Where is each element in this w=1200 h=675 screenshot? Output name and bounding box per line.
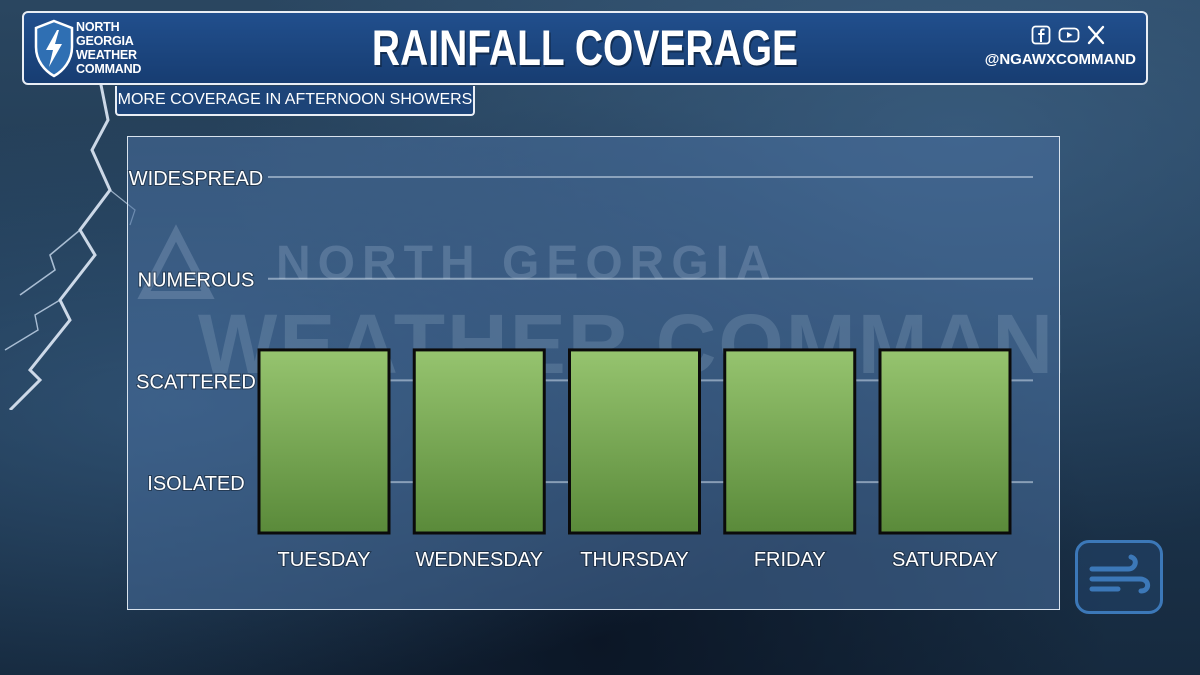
x-tick-label-tuesday: TUESDAY	[278, 549, 371, 571]
x-tick-label-friday: FRIDAY	[754, 549, 826, 571]
brand-logo: NORTH GEORGIA WEATHER COMMAND	[30, 16, 160, 82]
bar-saturday	[878, 348, 1012, 535]
facebook-icon[interactable]	[1031, 25, 1051, 45]
y-level-label-widespread: WIDESPREAD	[129, 168, 263, 190]
bar-chart: ISOLATED SCATTERED NUMEROUS WIDESPREAD TUESD…	[128, 167, 1033, 572]
social-handle[interactable]: @NGAWXCOMMAND	[984, 51, 1136, 68]
lightning-shield-icon	[34, 19, 74, 78]
x-icon[interactable]	[1086, 25, 1106, 45]
logo-text-line-3: WEATHER	[76, 48, 137, 62]
x-tick-label-wednesday: WEDNESDAY	[416, 549, 543, 571]
social-links: @NGAWXCOMMAND	[984, 23, 1136, 77]
bar-friday	[723, 348, 857, 535]
logo-text-line-4: COMMAND	[76, 62, 142, 76]
header-banner: NORTH GEORGIA WEATHER COMMAND RAINFALL C…	[22, 11, 1148, 85]
logo-text-line-2: GEORGIA	[76, 34, 134, 48]
wind-icon	[1075, 540, 1163, 614]
x-tick-label-saturday: SATURDAY	[892, 549, 998, 571]
x-tick-label-thursday: THURSDAY	[580, 549, 689, 571]
page-title: RAINFALL COVERAGE	[371, 20, 799, 76]
youtube-icon[interactable]	[1058, 25, 1080, 45]
y-level-label-numerous: NUMEROUS	[138, 270, 255, 292]
y-level-label-isolated: ISOLATED	[147, 473, 244, 495]
bar-wednesday	[412, 348, 546, 535]
y-level-label-scattered: SCATTERED	[136, 371, 256, 393]
bar-thursday	[568, 348, 701, 535]
chart-panel: NORTH GEORGIA WEATHER COMMAND ISOLATED SC…	[127, 136, 1061, 610]
bar-tuesday	[257, 348, 391, 535]
watermark-line-1: NORTH GEORGIA	[276, 237, 778, 290]
subtitle-banner: MORE COVERAGE IN AFTERNOON SHOWERS	[115, 86, 475, 116]
logo-text-line-1: NORTH	[76, 20, 120, 34]
